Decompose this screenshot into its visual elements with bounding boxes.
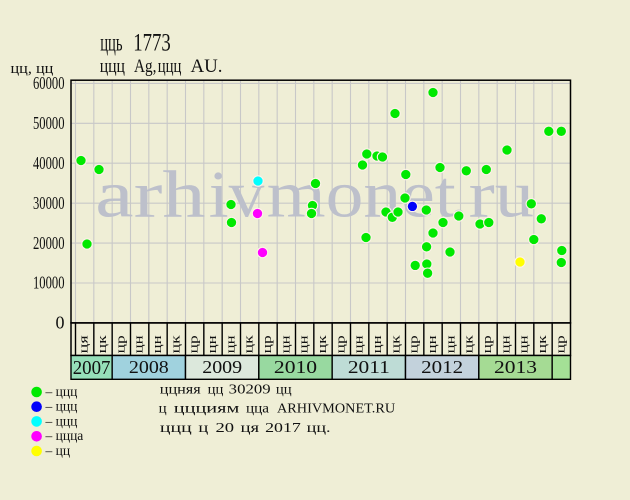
svg-text:60000: 60000 bbox=[33, 73, 65, 93]
svg-text:цца: цца bbox=[246, 401, 269, 416]
svg-text:цк: цк bbox=[241, 334, 256, 353]
svg-text:AU.: AU. bbox=[191, 56, 223, 77]
svg-text:цц.: цц. bbox=[307, 420, 331, 435]
svg-text:цк: цк bbox=[94, 334, 109, 353]
svg-text:цн: цн bbox=[516, 335, 531, 353]
svg-text:2007: 2007 bbox=[73, 358, 111, 379]
svg-text:цн: цн bbox=[497, 335, 512, 353]
svg-text:цн: цн bbox=[131, 335, 146, 353]
svg-text:– цццa: – цццa bbox=[45, 428, 84, 443]
svg-text:50000: 50000 bbox=[33, 113, 65, 133]
svg-text:ц: ц bbox=[198, 420, 209, 435]
svg-text:30209: 30209 bbox=[229, 381, 271, 396]
svg-text:2009: 2009 bbox=[202, 357, 242, 377]
svg-text:ц: ц bbox=[159, 401, 168, 416]
svg-text:ццц: ццц bbox=[158, 56, 182, 77]
svg-text:цр: цр bbox=[406, 335, 421, 353]
svg-text:– ццц: – ццц bbox=[45, 384, 78, 399]
svg-text:2012: 2012 bbox=[421, 357, 463, 377]
svg-text:цк: цк bbox=[314, 334, 329, 353]
svg-text:1773: 1773 bbox=[133, 28, 171, 56]
svg-text:30000: 30000 bbox=[33, 193, 65, 213]
svg-text:цн: цн bbox=[296, 335, 311, 353]
svg-text:цр: цр bbox=[259, 335, 274, 353]
svg-text:цн: цн bbox=[369, 335, 384, 353]
svg-text:– ццц: – ццц bbox=[45, 399, 78, 414]
svg-text:ццц: ццц bbox=[160, 420, 193, 435]
svg-text:Ag,: Ag, bbox=[134, 56, 157, 77]
svg-text:цн: цн bbox=[351, 335, 366, 353]
svg-text:0: 0 bbox=[56, 313, 65, 333]
svg-text:цр: цр bbox=[552, 335, 567, 353]
svg-text:цн: цн bbox=[277, 335, 292, 353]
svg-text:цн: цн bbox=[424, 335, 439, 353]
svg-text:цц: цц bbox=[208, 381, 224, 396]
svg-text:2011: 2011 bbox=[348, 357, 390, 377]
svg-text:arh: arh bbox=[95, 158, 206, 232]
svg-text:– цц: – цц bbox=[45, 443, 71, 458]
svg-text:40000: 40000 bbox=[33, 153, 65, 173]
svg-text:цк: цк bbox=[387, 334, 402, 353]
svg-text:2013: 2013 bbox=[494, 357, 537, 377]
svg-text:цн: цн bbox=[442, 335, 457, 353]
svg-text:ццц: ццц bbox=[100, 56, 125, 77]
svg-text:– ццц: – ццц bbox=[45, 413, 78, 428]
svg-text:цн: цн bbox=[149, 335, 164, 353]
svg-text:2010: 2010 bbox=[274, 357, 317, 377]
svg-text:ццциям: ццциям bbox=[174, 401, 240, 416]
svg-text:цк: цк bbox=[534, 334, 549, 353]
svg-text:цн: цн bbox=[222, 335, 237, 353]
svg-text:20: 20 bbox=[216, 420, 235, 435]
svg-text:цн: цн bbox=[204, 335, 219, 353]
svg-text:цц: цц bbox=[276, 381, 292, 396]
svg-text:цц, цц: цц, цц bbox=[11, 61, 54, 77]
svg-text:10000: 10000 bbox=[33, 273, 65, 293]
svg-text:ARHIVMONET.RU: ARHIVMONET.RU bbox=[277, 401, 395, 416]
svg-text:2008: 2008 bbox=[129, 357, 169, 377]
svg-text:цць: цць bbox=[100, 28, 122, 56]
svg-text:цр: цр bbox=[332, 335, 347, 353]
svg-text:цр: цр bbox=[186, 335, 201, 353]
svg-text:ця: ця bbox=[76, 335, 91, 353]
svg-text:ця: ця bbox=[241, 420, 260, 435]
svg-text:2017: 2017 bbox=[265, 420, 301, 435]
svg-text:цр: цр bbox=[479, 335, 494, 353]
svg-text:iv: iv bbox=[209, 158, 265, 232]
svg-text:20000: 20000 bbox=[33, 233, 65, 253]
svg-text:цр: цр bbox=[112, 335, 127, 353]
svg-text:ццняя: ццняя bbox=[160, 381, 202, 396]
svg-text:цк: цк bbox=[461, 334, 476, 353]
svg-text:цк: цк bbox=[167, 334, 182, 353]
